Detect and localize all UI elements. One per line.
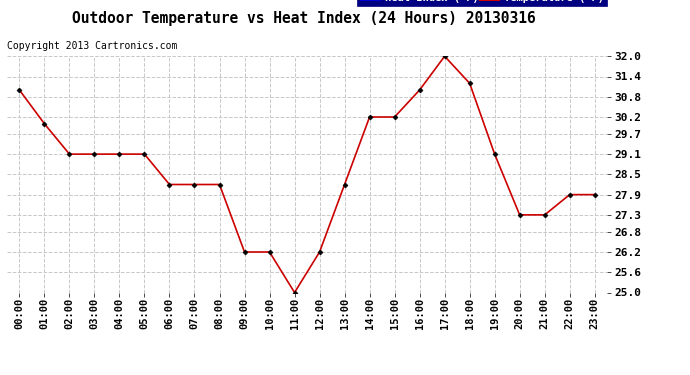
Text: Copyright 2013 Cartronics.com: Copyright 2013 Cartronics.com bbox=[7, 41, 177, 51]
Text: Outdoor Temperature vs Heat Index (24 Hours) 20130316: Outdoor Temperature vs Heat Index (24 Ho… bbox=[72, 11, 535, 26]
Legend: Heat Index (°F), Temperature (°F): Heat Index (°F), Temperature (°F) bbox=[357, 0, 607, 6]
